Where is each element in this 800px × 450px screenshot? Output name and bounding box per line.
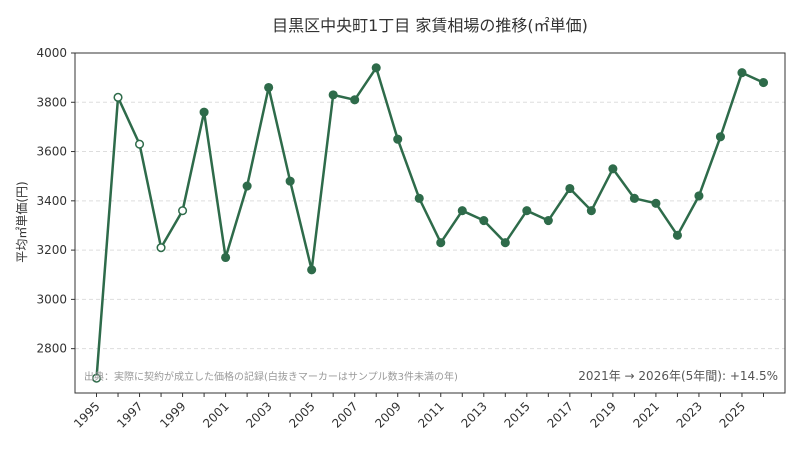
data-point [651, 198, 661, 208]
data-point [629, 193, 639, 203]
data-point [371, 63, 381, 73]
y-tick-label: 4000 [36, 46, 67, 60]
grid-lines [75, 52, 785, 350]
x-tick-label: 1997 [114, 399, 145, 430]
data-point [522, 206, 532, 216]
data-point [242, 181, 252, 191]
data-point [737, 68, 747, 78]
x-tick-label: 2017 [544, 399, 575, 430]
data-point [414, 193, 424, 203]
data-point [715, 132, 726, 142]
x-tick-label: 2007 [329, 399, 360, 430]
y-axis-label: 平均㎡単価(円) [15, 181, 29, 262]
y-tick-label: 2800 [36, 342, 67, 356]
series-rent-per-sqm [91, 63, 769, 383]
data-point [694, 191, 704, 201]
data-point [199, 107, 209, 117]
data-point [285, 176, 295, 186]
data-point [543, 215, 553, 226]
data-point [758, 78, 769, 88]
x-axis-ticks: 1995 1997 1999 2001 2003 2005 2007 2009 2011 2013… [71, 393, 764, 431]
data-point [565, 183, 575, 194]
y-tick-label: 3600 [36, 145, 67, 159]
data-point-hollow [91, 373, 102, 383]
data-point [393, 134, 403, 144]
x-tick-label: 2013 [458, 399, 489, 430]
x-tick-label: 2015 [501, 399, 532, 430]
source-note: 出典：実際に契約が成立した価格の記録(白抜きマーカーはサンプル数3件未満の年) [84, 370, 458, 383]
data-point [436, 238, 446, 248]
data-point [500, 238, 510, 248]
data-point-hollow [178, 206, 188, 216]
data-point [350, 95, 360, 105]
y-tick-label: 3400 [36, 194, 67, 208]
x-tick-label: 1999 [157, 399, 188, 430]
x-tick-label: 2025 [717, 399, 748, 430]
x-tick-label: 2021 [631, 399, 662, 430]
x-tick-label: 2003 [243, 399, 274, 430]
x-tick-label: 2009 [372, 399, 403, 430]
x-tick-label: 2023 [674, 399, 705, 430]
y-tick-label: 3000 [36, 292, 67, 306]
data-point-hollow [113, 92, 123, 102]
data-point-hollow [156, 243, 166, 253]
series-line [95, 66, 765, 379]
x-tick-label: 2011 [415, 399, 446, 430]
change-summary: 2021年 → 2026年(5年間): +14.5% [578, 369, 778, 383]
data-point-hollow [134, 139, 145, 149]
x-tick-label: 1995 [71, 399, 102, 430]
data-point [221, 252, 231, 263]
data-point [457, 206, 467, 216]
plot-frame [74, 52, 786, 394]
data-point [264, 82, 274, 93]
y-tick-label: 3800 [36, 95, 67, 109]
x-tick-label: 2005 [286, 399, 317, 430]
x-tick-label: 2001 [200, 399, 231, 430]
data-point [307, 265, 317, 275]
x-tick-label: 2019 [588, 399, 619, 430]
data-point [586, 206, 596, 216]
data-point [608, 164, 618, 174]
y-axis-ticks: 2800 3000 3200 3400 3600 3800 4000 [36, 46, 75, 356]
y-tick-label: 3200 [36, 243, 67, 257]
data-point [328, 90, 338, 100]
data-point [479, 215, 489, 226]
data-point [672, 230, 682, 240]
chart-title: 目黒区中央町1丁目 家賃相場の推移(㎡単価) [272, 16, 588, 35]
